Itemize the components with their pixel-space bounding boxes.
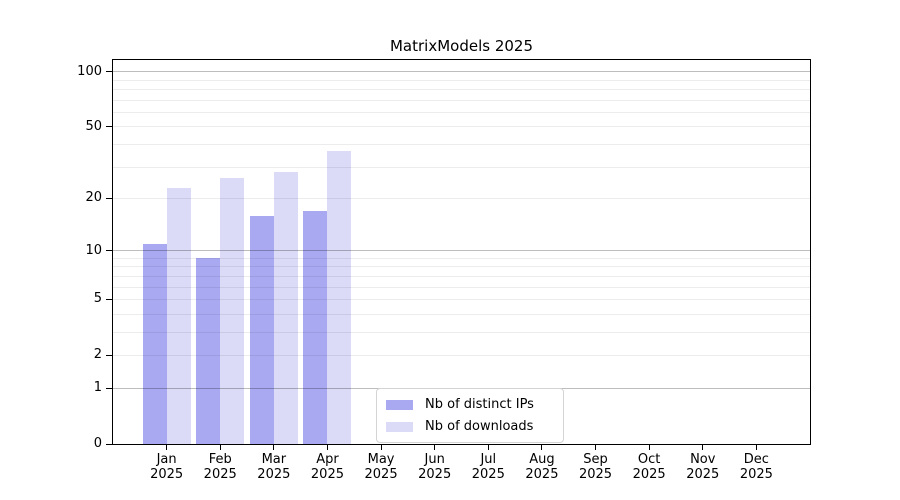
x-tick-label-jan: Jan 2025	[139, 452, 195, 482]
x-tick-mark-may	[380, 445, 382, 450]
y-tick-label-5: 5	[93, 291, 102, 307]
gridline-minor-2	[113, 354, 810, 356]
y-tick-label-1: 1	[93, 380, 102, 396]
x-tick-label-year: 2025	[203, 467, 237, 482]
y-tick-label-100: 100	[77, 63, 102, 79]
x-tick-mark-mar	[273, 445, 275, 450]
gridline-minor-70	[113, 99, 810, 101]
bar-distinct-ips-apr	[303, 210, 328, 444]
bar-distinct-ips-mar	[249, 215, 274, 444]
x-tick-label-jul: Jul 2025	[460, 452, 516, 482]
x-tick-label-apr: Apr 2025	[299, 452, 355, 482]
x-tick-mark-jul	[487, 445, 489, 450]
x-tick-mark-sep	[595, 445, 597, 450]
legend-item-distinct-ips: Nb of distinct IPs	[386, 395, 554, 414]
x-tick-mark-aug	[541, 445, 543, 450]
x-tick-label-oct: Oct 2025	[621, 452, 677, 482]
gridline-minor-8	[113, 266, 810, 268]
x-tick-label-feb: Feb 2025	[192, 452, 248, 482]
chart-title: MatrixModels 2025	[389, 37, 534, 55]
gridline-minor-3	[113, 331, 810, 333]
gridline-minor-60	[113, 111, 810, 113]
gridline-minor-90	[113, 79, 810, 81]
x-tick-label-dec: Dec 2025	[728, 452, 784, 482]
y-tick-mark-100	[106, 71, 112, 73]
bar-downloads-mar	[273, 172, 298, 444]
bars-layer	[113, 60, 810, 444]
bar-distinct-ips-jan	[142, 243, 167, 444]
x-tick-label-mar: Mar 2025	[246, 452, 302, 482]
x-tick-mark-apr	[326, 445, 328, 450]
y-tick-label-10: 10	[85, 242, 102, 258]
y-tick-mark-0	[106, 443, 112, 445]
gridline-major-10	[113, 250, 810, 252]
gridline-minor-40	[113, 144, 810, 145]
plot-area: Nb of distinct IPs Nb of downloads	[112, 59, 811, 445]
legend-swatch-downloads	[386, 421, 413, 432]
bar-downloads-jan	[166, 187, 191, 444]
x-tick-label-year: 2025	[364, 467, 398, 482]
y-tick-mark-50	[106, 126, 112, 128]
x-tick-label-year: 2025	[739, 467, 773, 482]
x-tick-label-year: 2025	[525, 467, 559, 482]
x-tick-label-year: 2025	[632, 467, 666, 482]
x-tick-mark-feb	[219, 445, 221, 450]
gridline-major-100	[113, 71, 810, 73]
gridline-minor-20	[113, 197, 810, 199]
x-tick-label-year: 2025	[310, 467, 344, 482]
x-tick-label-aug: Aug 2025	[514, 452, 570, 482]
x-tick-mark-oct	[648, 445, 650, 450]
x-tick-label-sep: Sep 2025	[568, 452, 624, 482]
x-tick-label-year: 2025	[150, 467, 184, 482]
legend-label-downloads: Nb of downloads	[425, 419, 534, 434]
y-tick-label-0: 0	[93, 436, 102, 451]
x-tick-mark-nov	[702, 445, 704, 450]
gridline-minor-5	[113, 298, 810, 300]
gridline-minor-80	[113, 89, 810, 91]
y-tick-mark-2	[106, 354, 112, 356]
y-tick-mark-10	[106, 250, 112, 252]
grid-layer	[113, 60, 810, 444]
bar-downloads-apr	[327, 150, 352, 444]
gridline-minor-50	[113, 126, 810, 128]
x-tick-label-year: 2025	[686, 467, 720, 482]
y-tick-mark-20	[106, 197, 112, 199]
x-tick-mark-jan	[166, 445, 168, 450]
x-tick-label-nov: Nov 2025	[675, 452, 731, 482]
x-tick-label-may: May 2025	[353, 452, 409, 482]
x-tick-label-year: 2025	[471, 467, 505, 482]
x-tick-mark-dec	[755, 445, 757, 450]
legend-label-distinct-ips: Nb of distinct IPs	[425, 397, 534, 412]
y-tick-mark-5	[106, 298, 112, 300]
gridline-minor-9	[113, 257, 810, 259]
x-tick-label-year: 2025	[578, 467, 613, 482]
y-tick-label-50: 50	[85, 118, 102, 134]
bar-downloads-feb	[220, 178, 245, 444]
y-tick-label-20: 20	[85, 190, 102, 206]
bar-distinct-ips-feb	[196, 258, 221, 444]
legend: Nb of distinct IPs Nb of downloads	[376, 388, 564, 443]
gridline-minor-6	[113, 286, 810, 288]
gridline-minor-30	[113, 166, 810, 168]
y-tick-label-2: 2	[93, 347, 102, 363]
y-tick-mark-1	[106, 387, 112, 389]
x-tick-label-year: 2025	[418, 467, 452, 482]
x-tick-label-year: 2025	[257, 467, 291, 482]
legend-item-downloads: Nb of downloads	[386, 417, 554, 436]
x-tick-mark-jun	[434, 445, 436, 450]
gridline-minor-4	[113, 313, 810, 315]
legend-swatch-distinct-ips	[386, 399, 413, 410]
gridline-minor-7	[113, 275, 810, 277]
x-tick-label-jun: Jun 2025	[407, 452, 463, 482]
